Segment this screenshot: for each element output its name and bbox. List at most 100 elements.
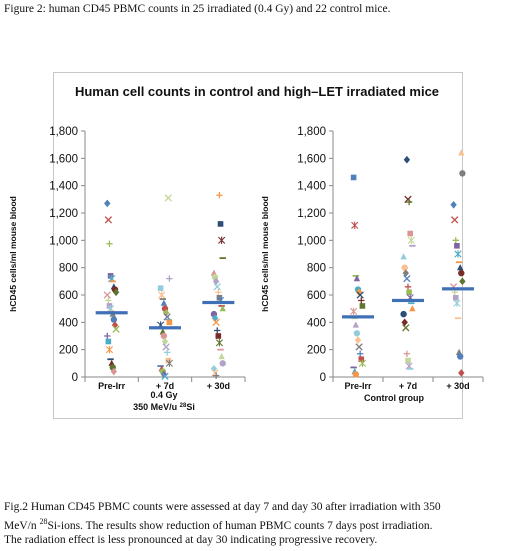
data-point [162, 308, 170, 317]
data-point [218, 305, 225, 307]
data-point [353, 330, 361, 337]
figure-caption-top: Figure 2: human CD45 PBMC counts in 25 i… [4, 3, 391, 15]
data-point [457, 264, 464, 271]
data-point [351, 221, 359, 229]
data-point [404, 283, 412, 290]
data-point [105, 338, 112, 345]
plot-irradiated: 0 200 400 600 800 1,000 1,200 1,400 1,600 1,800 hC… [8, 126, 246, 391]
group-label-ion-energy: 350 MeV/u [133, 402, 180, 412]
data-point [400, 253, 407, 260]
data-point [212, 318, 220, 326]
data-point [103, 291, 111, 299]
data-point [165, 359, 173, 368]
y-tick-label: 0 [72, 372, 78, 384]
y-tick-label: 1,400 [297, 181, 326, 193]
data-point [159, 298, 166, 300]
data-point [164, 349, 171, 356]
data-point [407, 367, 414, 370]
data-point [459, 170, 466, 177]
y-tick-label: 1,800 [49, 126, 78, 138]
data-point [350, 307, 358, 316]
y-tick-label: 1,600 [49, 153, 78, 165]
group-label-ion-element: Si [186, 402, 195, 412]
data-point [402, 324, 410, 332]
data-point [217, 348, 224, 351]
data-point [157, 285, 164, 291]
data-point [407, 236, 415, 245]
data-point [112, 288, 120, 297]
y-tick-label: 1,600 [297, 153, 326, 165]
data-point [218, 236, 226, 245]
y-tick-label: 1,400 [49, 181, 78, 193]
data-point [162, 343, 170, 351]
chart-title: Human cell counts in control and high–LE… [75, 84, 439, 99]
mean-bar [149, 326, 181, 330]
group-label-ion-isotope: 28 [180, 403, 187, 409]
data-point [160, 370, 168, 379]
y-tick-label: 600 [59, 290, 78, 302]
data-point [215, 333, 222, 339]
group-label-control: Control group [364, 393, 424, 403]
chart-panel [53, 72, 463, 419]
data-point [409, 305, 416, 312]
caption-line-3: The radiation effect is less pronounced … [4, 533, 378, 546]
data-point [107, 273, 114, 279]
caption-line-2-a: MeV/n [4, 519, 40, 532]
data-point [458, 369, 465, 377]
mean-bar [392, 298, 424, 303]
data-point [405, 357, 411, 364]
y-tick-label: 600 [307, 290, 326, 302]
data-point [452, 237, 459, 244]
data-point [353, 275, 361, 282]
data-point [216, 294, 223, 301]
data-point [354, 336, 362, 344]
data-point [166, 275, 173, 282]
mean-bar [442, 287, 474, 291]
x-tick-label: + 7d [399, 381, 417, 391]
data-point [106, 303, 113, 309]
caption-line-2-sup: 28 [39, 516, 48, 526]
y-tick-label: 1,000 [49, 235, 78, 247]
data-point [105, 345, 114, 354]
x-tick-label: Pre-Irr [344, 381, 372, 391]
data-point [104, 199, 111, 208]
data-point [219, 257, 226, 259]
data-point [459, 277, 466, 286]
y-tick-label: 800 [59, 263, 78, 275]
data-point [105, 297, 112, 304]
y-tick-label: 200 [59, 345, 78, 357]
data-point [110, 367, 118, 376]
y-tick-label: 400 [307, 317, 326, 329]
data-point [215, 339, 224, 347]
data-point [217, 221, 224, 227]
data-point [350, 174, 357, 181]
data-point [165, 357, 172, 364]
plot-control: 0 200 400 600 800 1,000 1,200 1,400 1,600 1,800 hC… [260, 126, 484, 391]
y-tick-label: 1,000 [297, 235, 326, 247]
caption-line-2-b: Si-ions. The results show reduction of h… [47, 519, 433, 532]
data-point [219, 305, 226, 312]
data-point [357, 350, 364, 357]
data-point [112, 325, 120, 333]
data-point [408, 302, 415, 305]
data-point [458, 149, 465, 156]
data-point [350, 366, 357, 369]
data-point [352, 321, 359, 328]
data-point [458, 269, 465, 277]
y-axis-title: hCD45 cells/ml mouse blood [8, 196, 18, 312]
x-tick-label: + 30d [207, 381, 230, 391]
data-point [210, 365, 218, 373]
y-tick-label: 1,200 [297, 208, 326, 220]
data-point [358, 297, 365, 304]
data-point [453, 294, 459, 301]
data-point [219, 360, 226, 367]
data-point [454, 250, 462, 258]
group-label-ion: 350 MeV/u 28Si [133, 402, 195, 412]
data-point [403, 274, 411, 283]
data-point [216, 192, 223, 199]
data-point [110, 316, 118, 323]
data-point [352, 371, 359, 378]
data-point [454, 317, 462, 320]
data-point [214, 327, 221, 334]
